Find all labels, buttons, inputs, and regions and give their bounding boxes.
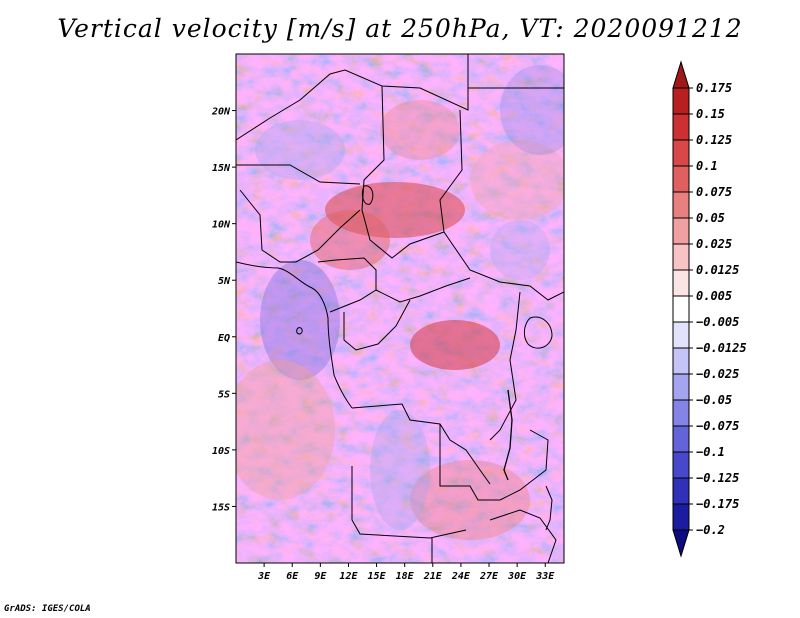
colorbar-legend: 0.175 0.15 0.125 0.1 0.075 0.05 0.025 0.0125 0.0… <box>672 60 747 558</box>
colorbar-label: −0.125 <box>696 471 739 485</box>
grads-credit: GrADS: IGES/COLA <box>4 604 91 614</box>
y-tick-label: 10S <box>212 446 230 457</box>
map-frame <box>235 53 565 564</box>
velocity-field <box>236 54 564 563</box>
x-tick-label: 30E <box>507 571 527 582</box>
colorbar-label: −0.05 <box>696 393 732 407</box>
border-nigeria-cameroon <box>239 189 361 263</box>
x-tick-label: 9E <box>314 571 327 582</box>
map-plot-area <box>236 54 564 563</box>
colorbar-label: −0.0125 <box>696 341 747 355</box>
y-tick-label: 20N <box>211 107 231 118</box>
border-congo-drc <box>343 299 411 351</box>
border-sudan-south <box>443 231 564 301</box>
border-zimbabwe <box>489 509 557 563</box>
colorbar-bottom-triangle <box>672 529 690 558</box>
velocity-anomaly-blob <box>470 140 564 220</box>
colorbar-label: 0.0125 <box>696 263 739 277</box>
border-north-sahara <box>236 54 469 141</box>
velocity-anomaly-blob <box>500 65 564 155</box>
colorbar-label: 0.075 <box>696 185 732 199</box>
y-tick-label: 10N <box>212 220 231 231</box>
colorbar-bin <box>672 347 690 375</box>
colorbar-bin <box>672 425 690 453</box>
colorbar-label: 0.05 <box>696 211 725 225</box>
lake-chad <box>361 185 374 205</box>
colorbar-label: 0.125 <box>696 133 732 147</box>
x-tick-label: 18E <box>396 571 415 582</box>
border-niger-nigeria <box>236 164 361 185</box>
velocity-anomaly-blob <box>370 410 430 530</box>
colorbar-label: 0.15 <box>696 107 725 121</box>
colorbar-bin <box>672 217 690 245</box>
lake-tanganyika <box>503 389 513 481</box>
colorbar-bin <box>672 191 690 219</box>
colorbar-label: −0.1 <box>696 445 725 459</box>
y-tick-label: 5S <box>218 389 230 400</box>
colorbar-bin <box>672 269 690 297</box>
colorbar-bin <box>672 87 690 115</box>
colorbar-bin <box>672 243 690 271</box>
x-tick-label: 24E <box>451 571 471 582</box>
y-tick-label: EQ <box>218 333 230 344</box>
x-tick-label: 15E <box>368 571 387 582</box>
colorbar-bin <box>672 165 690 193</box>
lake-victoria <box>523 316 553 349</box>
chart-title: Vertical velocity [m/s] at 250hPa, VT: 2… <box>57 14 743 43</box>
colorbar-label: −0.075 <box>696 419 739 433</box>
x-tick-label: 33E <box>535 571 555 582</box>
colorbar-bin <box>672 477 690 505</box>
lake-malawi <box>545 485 553 531</box>
x-tick-label: 6E <box>286 571 299 582</box>
y-tick-label: 15S <box>212 502 230 513</box>
velocity-anomaly-layer <box>236 65 564 540</box>
colorbar-bin <box>672 113 690 141</box>
country-boundaries <box>236 54 564 563</box>
colorbar-label: −0.025 <box>696 367 739 381</box>
x-tick-label: 3E <box>257 571 271 582</box>
colorbar-bin <box>672 373 690 401</box>
colorbar-bin <box>672 295 690 323</box>
y-tick-label: 15N <box>212 163 231 174</box>
velocity-anomaly-blob <box>260 260 340 380</box>
colorbar-label: 0.1 <box>696 159 718 173</box>
border-drc-east <box>489 291 521 441</box>
border-angola-zambia <box>439 424 500 501</box>
colorbar-top-triangle <box>672 60 690 89</box>
border-car-drc <box>375 277 471 303</box>
y-tick-label: 5N <box>218 276 231 287</box>
colorbar-label: −0.175 <box>696 497 739 511</box>
border-zambia-east <box>499 429 549 501</box>
coastline-gulf-guinea-islands <box>296 327 303 335</box>
colorbar-bin <box>672 321 690 349</box>
coastline-west-africa <box>236 261 353 409</box>
x-tick-label: 21E <box>423 571 443 582</box>
colorbar-bin <box>672 503 690 531</box>
colorbar-label: −0.005 <box>696 315 739 329</box>
colorbar-label: −0.2 <box>696 523 725 537</box>
colorbar-label: 0.025 <box>696 237 732 251</box>
border-angola-namibia <box>351 466 467 539</box>
colorbar-bin <box>672 451 690 479</box>
colorbar-bin <box>672 139 690 167</box>
colorbar-label: 0.005 <box>696 289 732 303</box>
velocity-anomaly-blob <box>380 100 460 160</box>
border-cameroon-car <box>317 257 377 313</box>
x-axis: 3E 6E 9E 12E 15E 18E 21E 24E 27E 30E 33E <box>257 563 555 582</box>
velocity-anomaly-blob <box>310 210 390 270</box>
x-tick-label: 12E <box>339 571 358 582</box>
x-tick-label: 27E <box>479 571 499 582</box>
colorbar-label: 0.175 <box>696 81 732 95</box>
velocity-anomaly-blob <box>236 360 335 500</box>
colorbar-bin <box>672 399 690 427</box>
y-axis: 20N 15N 10N 5N EQ 5S 10S 15S <box>211 107 236 513</box>
velocity-anomaly-blob <box>490 220 550 280</box>
velocity-anomaly-blob <box>410 320 500 370</box>
border-chad <box>361 85 463 259</box>
velocity-anomaly-blob <box>325 182 465 238</box>
border-angola-drc <box>351 403 491 485</box>
